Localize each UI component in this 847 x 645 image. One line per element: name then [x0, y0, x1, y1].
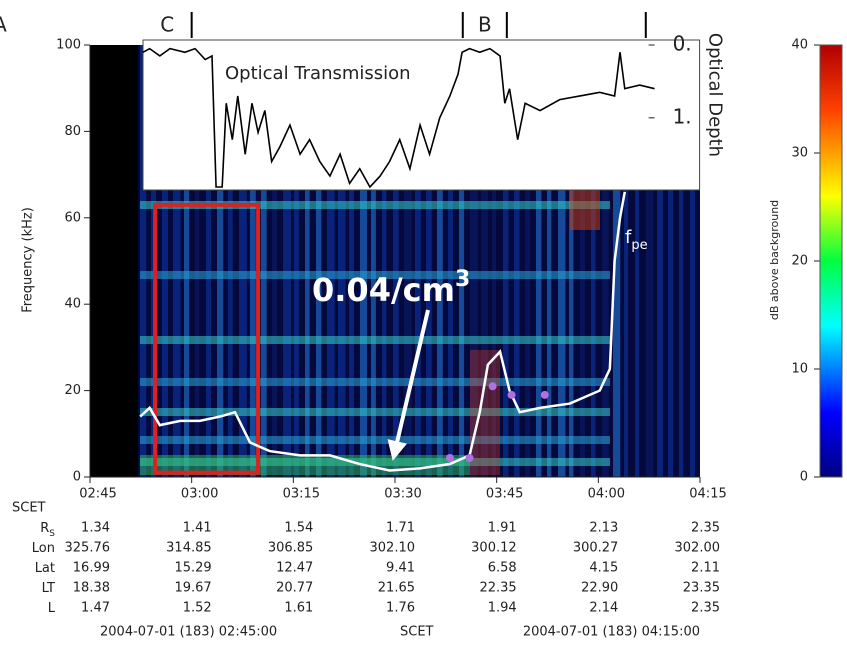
- ephemeris-cell: 6.58: [488, 561, 517, 576]
- page: 02040608010002:4503:0003:1503:3003:4504:…: [0, 0, 847, 645]
- colorbar-tick-label: 30: [791, 146, 808, 161]
- ephemeris-cell: 18.38: [73, 581, 110, 596]
- colorbar-tick-label: 40: [791, 38, 808, 53]
- ephemeris-cell: 2.13: [589, 521, 618, 536]
- ephemeris-row-label: Lat: [35, 561, 55, 576]
- ephemeris-row-label-sub: S: [49, 529, 55, 539]
- ephemeris-cell: 9.41: [386, 561, 415, 576]
- spectrogram-texture: [140, 336, 610, 344]
- y-tick-label: 80: [64, 124, 81, 139]
- inset-tick-label: 1.: [673, 104, 692, 128]
- x-tick-label: 03:15: [283, 487, 320, 502]
- ephemeris-cell: 1.71: [386, 521, 415, 536]
- marker: [466, 454, 474, 462]
- ephemeris-row-label: L: [48, 601, 56, 616]
- y-tick-label: 20: [64, 383, 81, 398]
- x-tick-label: 02:45: [79, 487, 116, 502]
- ephemeris-header: SCET: [12, 501, 46, 516]
- ephemeris-cell: 15.29: [174, 561, 211, 576]
- region-label: C: [160, 13, 174, 37]
- spectrogram-texture: [570, 190, 600, 230]
- x-tick-label: 03:00: [181, 487, 218, 502]
- annotation-text: 0.04/cm: [312, 271, 455, 309]
- colorbar: [820, 45, 842, 477]
- ephemeris-row-label-main: LT: [42, 581, 55, 596]
- ephemeris-cell: 1.54: [284, 521, 313, 536]
- fpe-label-sub: pe: [631, 238, 647, 253]
- y-tick-label: 100: [56, 38, 81, 53]
- ephemeris-footer: SCET: [400, 625, 434, 640]
- ephemeris-cell: 1.52: [183, 601, 212, 616]
- ephemeris-cell: 1.94: [488, 601, 517, 616]
- ephemeris-cell: 2.35: [691, 601, 720, 616]
- ephemeris-cell: 300.27: [573, 541, 619, 556]
- x-tick-label: 04:00: [588, 487, 625, 502]
- ephemeris-cell: 22.90: [581, 581, 618, 596]
- ephemeris-row-label-main: Lon: [32, 541, 55, 556]
- ephemeris-cell: 302.00: [675, 541, 721, 556]
- ephemeris-cell: 302.10: [370, 541, 416, 556]
- ephemeris-row-label-main: Lat: [35, 561, 55, 576]
- annotation: 0.04/cm3: [312, 267, 470, 310]
- y-tick-label: 0: [73, 470, 81, 485]
- ephemeris-row-label: RS: [40, 521, 55, 539]
- y-tick-label: 40: [64, 297, 81, 312]
- x-tick-label: 03:30: [384, 487, 421, 502]
- marker: [541, 391, 549, 399]
- marker: [508, 391, 516, 399]
- ephemeris-cell: 300.12: [471, 541, 517, 556]
- ephemeris-cell: 16.99: [73, 561, 110, 576]
- ephemeris-row-label-main: L: [48, 601, 56, 616]
- ephemeris-row-label-main: R: [40, 521, 49, 536]
- region-label: A: [0, 13, 7, 37]
- ephemeris-cell: 1.76: [386, 601, 415, 616]
- spectrogram-texture: [140, 436, 610, 444]
- spectrogram-texture: [140, 378, 610, 386]
- ephemeris-footer: 2004-07-01 (183) 04:15:00: [523, 625, 700, 640]
- ephemeris-cell: 12.47: [276, 561, 313, 576]
- x-tick-label: 03:45: [486, 487, 523, 502]
- colorbar-tick-label: 10: [791, 362, 808, 377]
- ephemeris-cell: 2.14: [589, 601, 618, 616]
- ephemeris-cell: 19.67: [174, 581, 211, 596]
- ephemeris-footer: 2004-07-01 (183) 02:45:00: [100, 625, 277, 640]
- ephemeris-cell: 2.11: [691, 561, 720, 576]
- ephemeris-cell: 1.34: [81, 521, 110, 536]
- inset-y-label: Optical Depth: [705, 33, 726, 157]
- ephemeris-cell: 20.77: [276, 581, 313, 596]
- marker: [446, 454, 454, 462]
- ephemeris-cell: 1.47: [81, 601, 110, 616]
- ephemeris-cell: 314.85: [166, 541, 212, 556]
- marker: [489, 382, 497, 390]
- ephemeris-cell: 21.65: [378, 581, 415, 596]
- y-axis-label: Frequency (kHz): [21, 207, 36, 313]
- ephemeris-cell: 2.35: [691, 521, 720, 536]
- annotation-sup: 3: [455, 267, 470, 292]
- colorbar-tick-label: 20: [791, 254, 808, 269]
- colorbar-tick-label: 0: [800, 470, 808, 485]
- ephemeris-cell: 1.41: [183, 521, 212, 536]
- colorbar-label: dB above background: [768, 200, 781, 320]
- no-data-band: [90, 45, 138, 477]
- chart: 02040608010002:4503:0003:1503:3003:4504:…: [0, 0, 847, 645]
- ephemeris-cell: 4.15: [589, 561, 618, 576]
- ephemeris-cell: 325.76: [65, 541, 111, 556]
- ephemeris-cell: 22.35: [479, 581, 516, 596]
- ephemeris-cell: 1.91: [488, 521, 517, 536]
- y-tick-label: 60: [64, 210, 81, 225]
- ephemeris-cell: 1.61: [284, 601, 313, 616]
- x-tick-label: 04:15: [689, 487, 726, 502]
- inset-title: Optical Transmission: [225, 63, 411, 84]
- region-label: B: [478, 13, 492, 37]
- ephemeris-row-label: LT: [42, 581, 55, 596]
- ephemeris-row-label: Lon: [32, 541, 55, 556]
- spectrogram-texture: [470, 350, 500, 475]
- inset-tick-label: 0.: [673, 32, 692, 56]
- ephemeris-cell: 306.85: [268, 541, 314, 556]
- ephemeris-cell: 23.35: [683, 581, 720, 596]
